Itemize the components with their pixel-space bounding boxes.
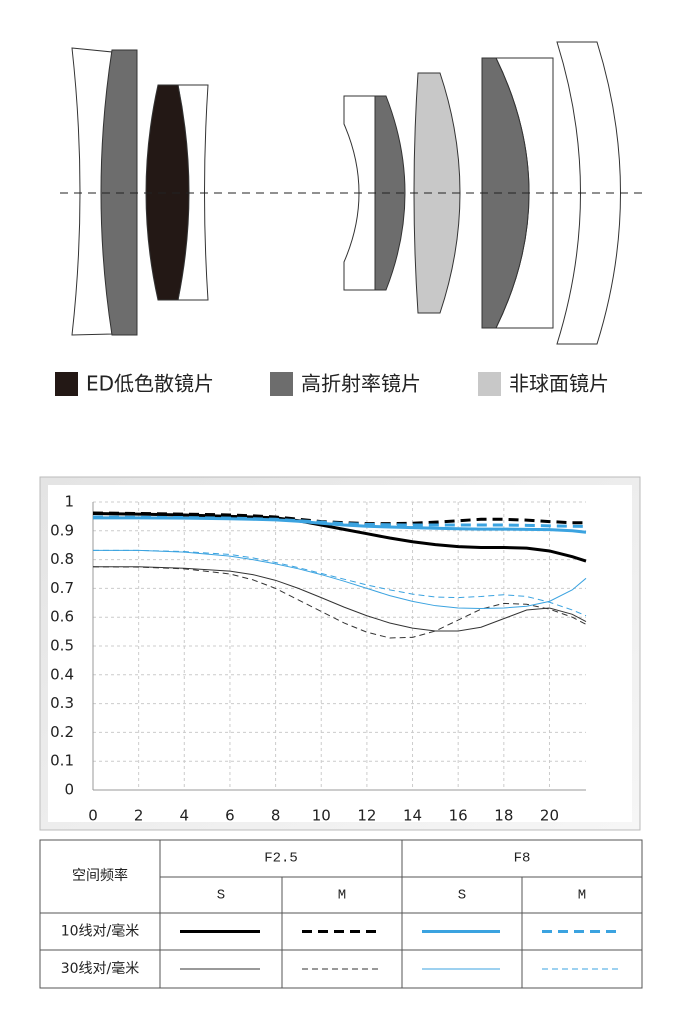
x-tick-label: 4 (180, 807, 190, 825)
sub-header: S (458, 888, 466, 904)
table-header: 空间频率 (72, 867, 128, 884)
x-tick-label: 6 (225, 807, 235, 825)
legend-swatch (55, 372, 78, 396)
legend-table: 空间频率 F2.5 F8 S M S M 10线对/毫米 30线对/毫米 (39, 839, 643, 989)
sub-header: S (217, 888, 225, 904)
y-tick-label: 0.7 (50, 579, 74, 597)
x-tick-label: 14 (403, 807, 422, 825)
lens-legend: ED低色散镜片 高折射率镜片 非球面镜片 (55, 372, 609, 396)
sub-header: M (338, 888, 346, 904)
legend-swatch (478, 372, 501, 396)
mtf-line (93, 516, 587, 534)
y-tick-label: 1 (64, 493, 74, 511)
group-header: F8 (514, 851, 531, 867)
mtf-line (93, 549, 587, 617)
legend-label: ED低色散镜片 (86, 372, 214, 396)
x-tick-label: 8 (271, 807, 281, 825)
y-tick-label: 0.2 (50, 723, 74, 741)
y-tick-label: 0.9 (50, 521, 74, 539)
legend-swatch (270, 372, 293, 396)
x-tick-label: 18 (494, 807, 513, 825)
x-tick-label: 16 (449, 807, 468, 825)
row-label: 10线对/毫米 (61, 923, 140, 940)
chart-panel (48, 485, 632, 822)
table-border (39, 839, 643, 989)
mtf-line (93, 549, 587, 610)
y-tick-label: 0.5 (50, 637, 74, 655)
legend-label: 非球面镜片 (509, 372, 609, 396)
mtf-line (93, 566, 587, 632)
mtf-line (92, 512, 587, 563)
group-header: F2.5 (264, 851, 298, 867)
x-tick-label: 0 (88, 807, 98, 825)
lens-diagram (60, 41, 642, 345)
x-tick-label: 12 (357, 807, 376, 825)
y-tick-label: 0.8 (50, 550, 74, 568)
mtf-chart: 00.10.20.30.40.50.60.70.80.910 2 4 6 8 10 12 14… (50, 493, 587, 825)
mtf-line (92, 566, 587, 639)
y-tick-label: 0 (64, 781, 74, 799)
sub-header: M (578, 888, 586, 904)
y-tick-label: 0.4 (50, 665, 74, 683)
y-tick-label: 0.6 (50, 608, 74, 626)
lens (413, 72, 461, 314)
row-label: 30线对/毫米 (61, 960, 140, 977)
x-tick-label: 10 (312, 807, 331, 825)
legend-label: 高折射率镜片 (301, 372, 421, 396)
lens (556, 41, 621, 345)
x-tick-label: 20 (540, 807, 559, 825)
lens (481, 57, 530, 329)
lens (145, 84, 190, 301)
x-tick-label: 2 (134, 807, 144, 825)
y-tick-label: 0.1 (50, 752, 74, 770)
y-tick-label: 0.3 (50, 694, 74, 712)
